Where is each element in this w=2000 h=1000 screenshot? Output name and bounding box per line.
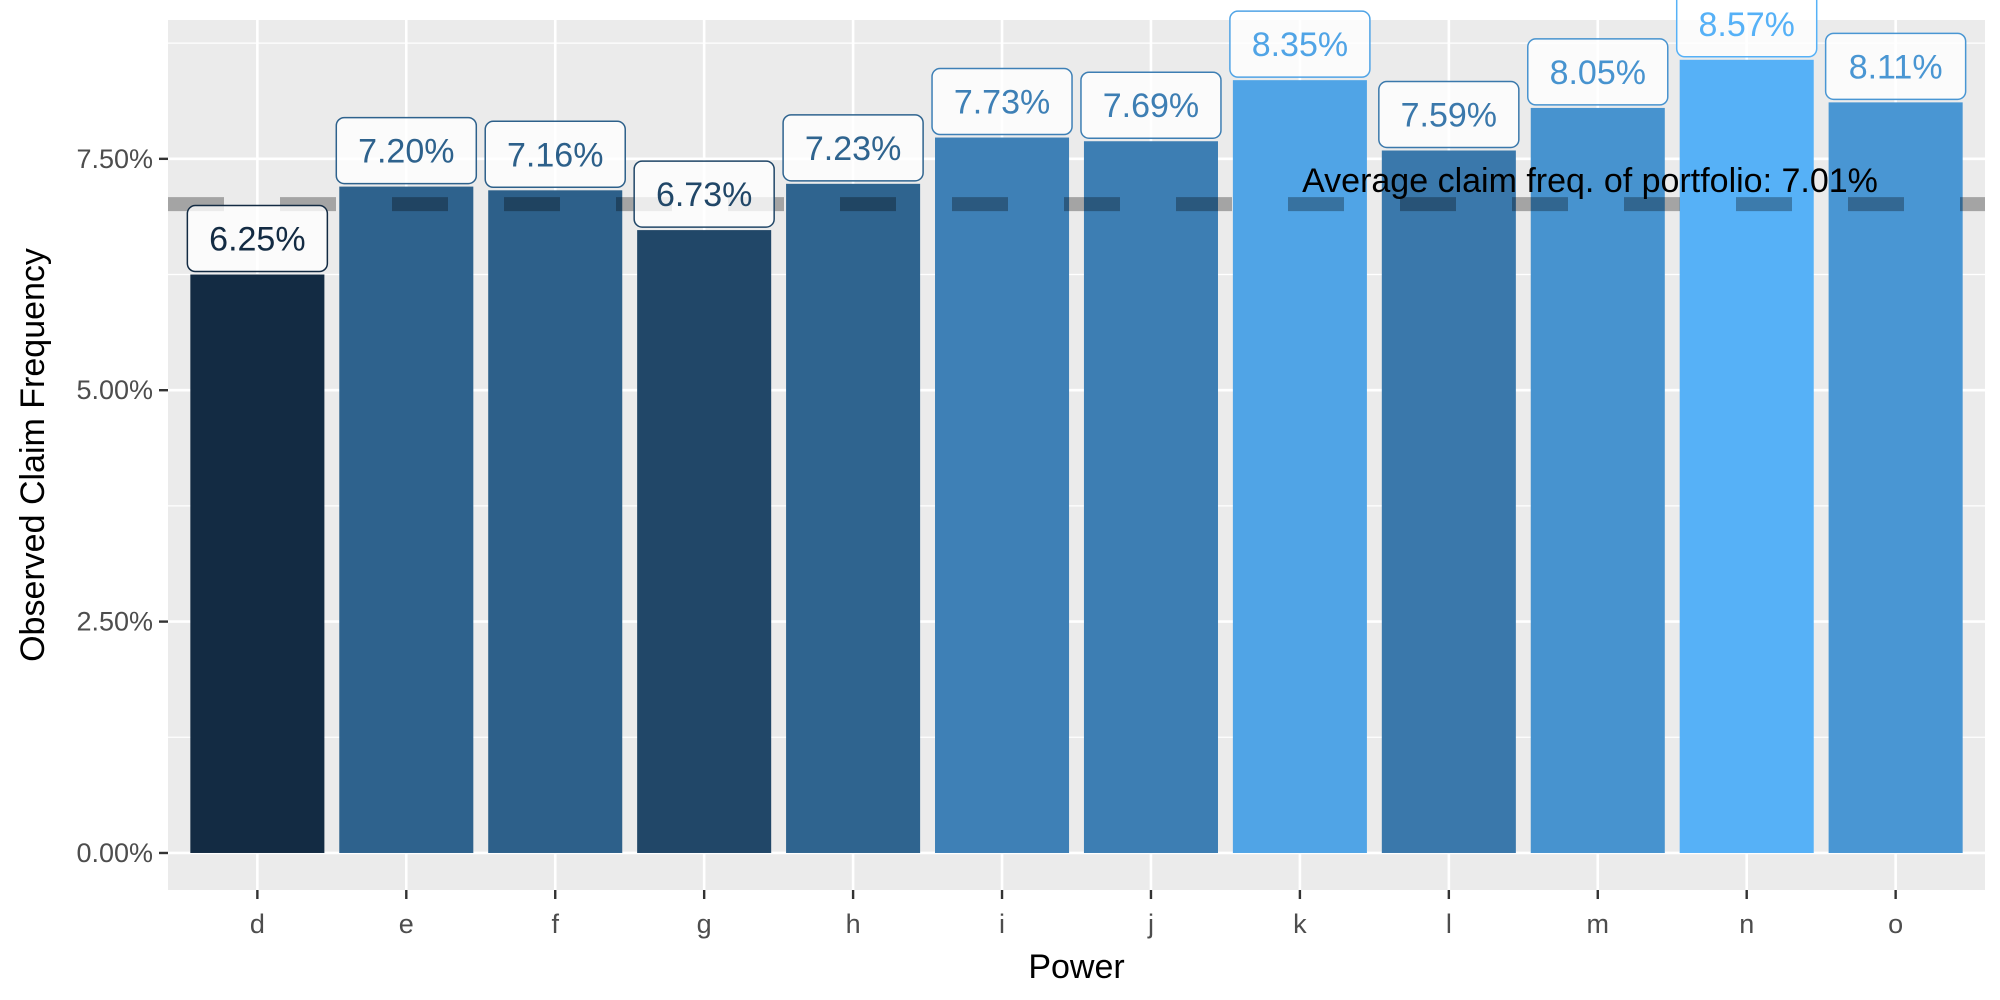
value-label-o: 8.11% [1824,32,1967,101]
value-label-box [1378,80,1520,149]
value-label-h: 7.23% [782,114,924,182]
value-label-text: 8.57% [1699,6,1795,44]
y-tick-label: 5.00% [76,375,153,405]
x-tick-label: l [1446,909,1452,939]
y-tick-label: 2.50% [76,607,153,637]
bars [190,59,1963,853]
y-axis-title: Observed Claim Frequency [14,248,52,662]
y-axis: 0.00% 2.50% 5.00% 7.50% [76,144,168,868]
value-label-text: 7.23% [805,130,901,168]
value-label-box [186,204,329,273]
y-tick-label: 0.00% [76,838,153,868]
value-label-text: 7.20% [358,133,454,171]
value-label-g: 6.73% [633,160,775,228]
bar-d [190,274,325,853]
value-label-box [782,114,924,182]
value-label-text: 7.16% [507,136,603,174]
value-label-box [931,67,1073,136]
value-label-text: 7.59% [1401,97,1497,135]
reference-line: Average claim freq. of portfolio: 7.01% [168,162,1985,212]
x-tick-label: d [250,909,265,939]
value-label-box [1824,32,1967,101]
x-tick-label: g [697,909,712,939]
bar-h [786,183,921,853]
data-labels: 6.25% 7.20% 7.16% 6.73% 7.23% 7.73% 7.69% 8.35%… [186,0,1967,273]
bar-l [1381,150,1516,853]
bar-j [1083,141,1218,853]
value-label-text: 6.73% [656,176,752,214]
x-tick-label: i [999,909,1005,939]
x-tick-label: n [1739,909,1754,939]
bar-k [1232,80,1367,853]
value-label-text: 8.05% [1550,54,1646,92]
value-label-i: 7.73% [931,67,1073,136]
bar-i [935,137,1070,853]
x-tick-label: e [399,909,414,939]
value-label-n: 8.57% [1675,0,1818,58]
value-label-d: 6.25% [186,204,329,273]
value-label-box [1080,71,1222,139]
x-tick-label: o [1888,909,1903,939]
value-label-f: 7.16% [484,120,626,189]
bar-n [1679,59,1814,853]
value-label-text: 8.11% [1849,48,1943,86]
x-tick-label: j [1147,909,1154,939]
value-label-box [1527,38,1669,106]
value-label-text: 7.69% [1103,87,1199,125]
x-axis-title: Power [1028,948,1124,986]
bar-m [1530,107,1665,853]
bar-g [637,230,772,853]
average-annotation: Average claim freq. of portfolio: 7.01% [1302,162,1878,200]
value-label-box [1229,10,1371,78]
y-tick-label: 7.50% [76,144,153,174]
value-label-j: 7.69% [1080,71,1222,139]
x-axis: d e f g h i j k l m n o [250,890,1903,939]
value-label-box [1675,0,1818,58]
value-label-text: 6.25% [209,221,305,259]
value-label-box [633,160,775,228]
value-label-text: 7.73% [954,84,1050,122]
value-label-box [484,120,626,189]
value-label-l: 7.59% [1378,80,1520,149]
value-label-text: 8.35% [1252,26,1348,64]
value-label-k: 8.35% [1229,10,1371,78]
x-tick-label: k [1293,909,1307,939]
bar-o [1828,102,1963,853]
bar-f [488,190,623,853]
bar-e [339,186,474,853]
value-label-e: 7.20% [335,116,478,185]
value-label-box [335,116,478,185]
value-label-m: 8.05% [1527,38,1669,106]
x-tick-label: h [846,909,861,939]
x-tick-label: f [551,909,559,939]
x-tick-label: m [1587,909,1610,939]
